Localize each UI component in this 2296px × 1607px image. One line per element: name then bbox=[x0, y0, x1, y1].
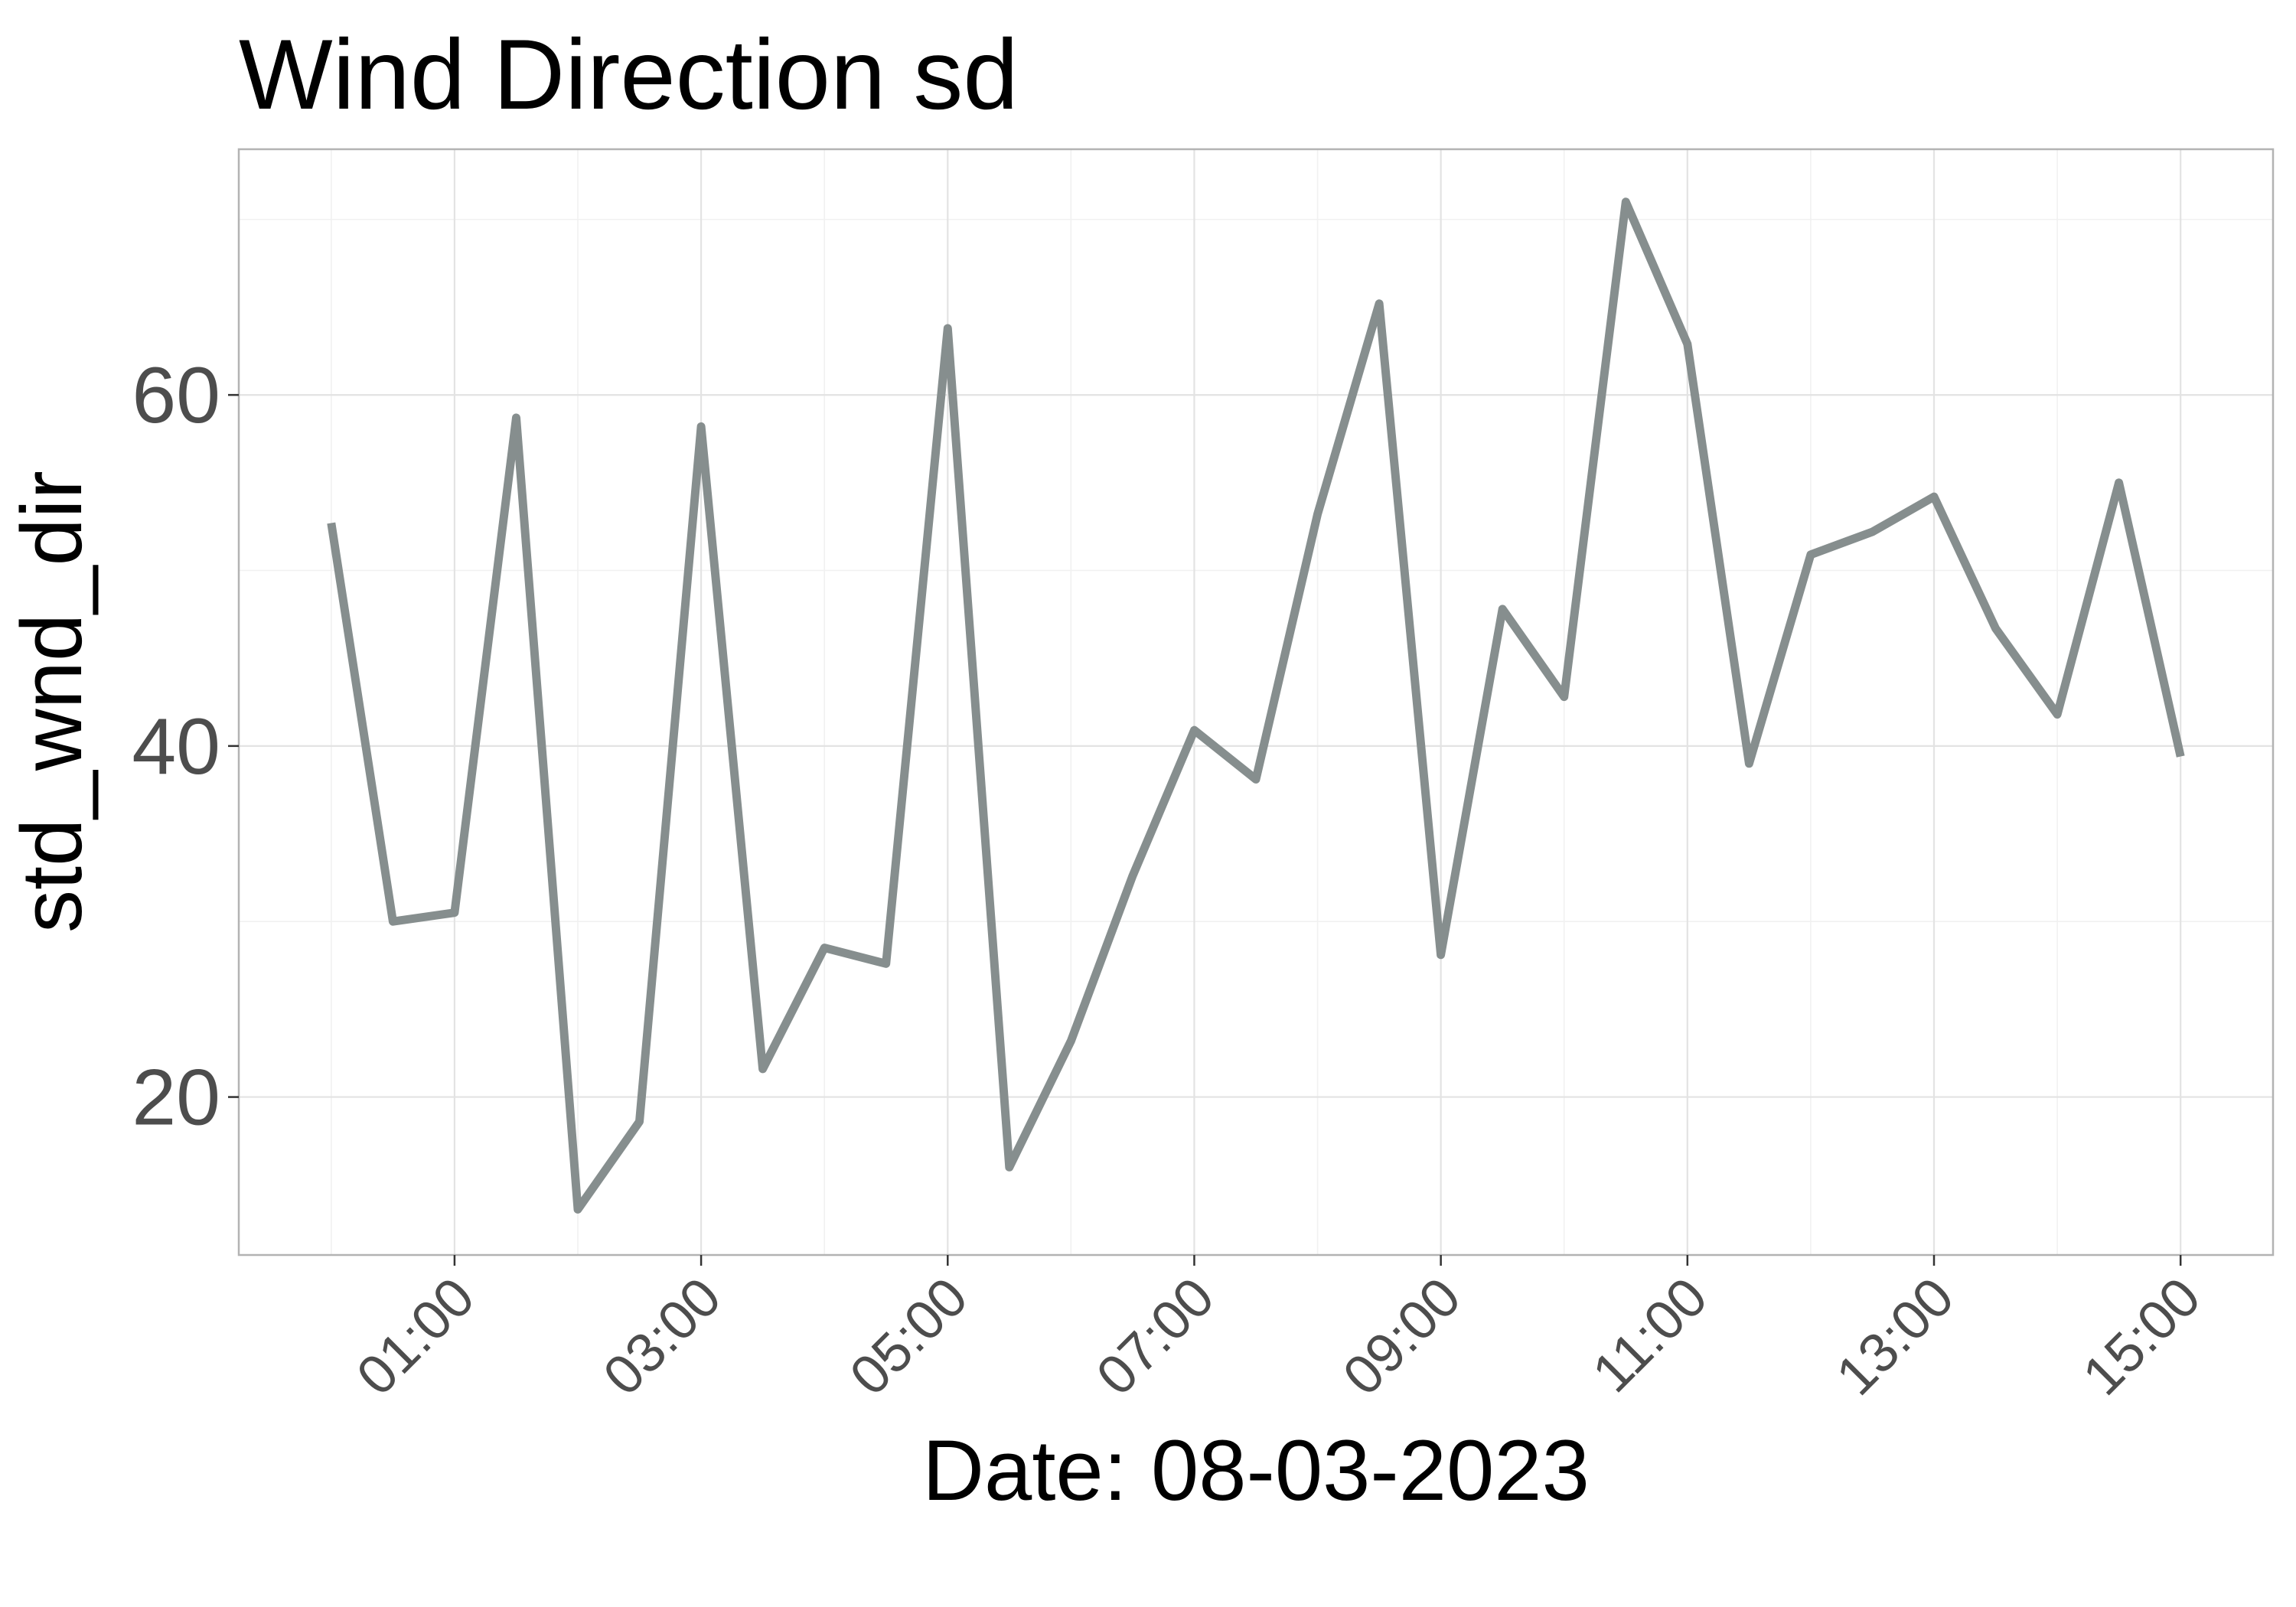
series-layer bbox=[327, 197, 2185, 1214]
y-tick-label: 20 bbox=[132, 1054, 220, 1143]
major-gridlines bbox=[239, 149, 2273, 1255]
y-axis-title: std_wnd_dir bbox=[4, 471, 99, 933]
x-axis-title: Date: 08-03-2023 bbox=[922, 1423, 1590, 1518]
series-line bbox=[327, 197, 2185, 1214]
y-tick-label: 40 bbox=[132, 702, 220, 791]
y-axis-ticks: 20 40 60 bbox=[132, 351, 239, 1143]
chart-title: Wind Direction sd bbox=[239, 18, 1019, 130]
y-tick-label: 60 bbox=[132, 351, 220, 440]
plot-panel-border bbox=[237, 148, 2275, 1257]
